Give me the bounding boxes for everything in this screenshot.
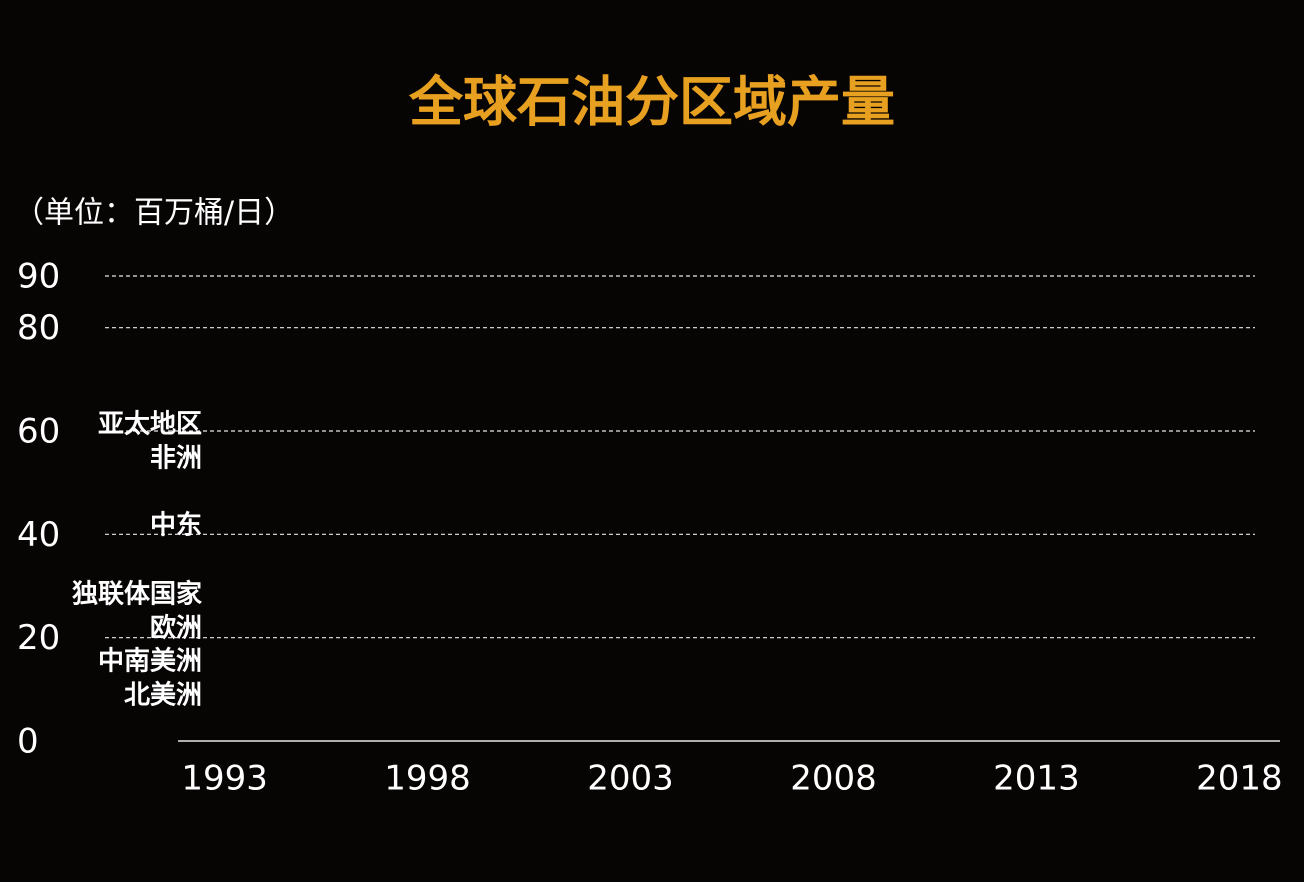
series-label: 中南美洲	[98, 646, 202, 677]
series-label: 非洲	[150, 444, 202, 474]
x-tick-label: 2013	[993, 759, 1080, 799]
x-tick-label: 2008	[790, 759, 877, 799]
y-tick-label: 90	[17, 257, 60, 297]
x-tick-label: 2003	[587, 759, 674, 799]
x-tick-label: 1993	[181, 759, 268, 799]
y-tick-label: 20	[17, 618, 60, 658]
y-tick-label: 60	[17, 412, 60, 452]
chart-title: 全球石油分区域产量	[408, 71, 895, 134]
y-axis-label: （单位：百万桶/日）	[14, 196, 294, 231]
series-label: 中东	[150, 510, 202, 541]
y-tick-label: 0	[17, 722, 39, 762]
x-tick-label: 1998	[384, 759, 471, 799]
x-tick-label: 2018	[1196, 759, 1283, 799]
y-tick-label: 80	[17, 308, 60, 348]
series-label: 北美洲	[124, 680, 202, 711]
y-tick-label: 40	[17, 515, 60, 555]
series-label: 亚太地区	[98, 410, 202, 440]
series-label: 欧洲	[150, 613, 202, 644]
series-label: 独联体国家	[72, 579, 202, 610]
